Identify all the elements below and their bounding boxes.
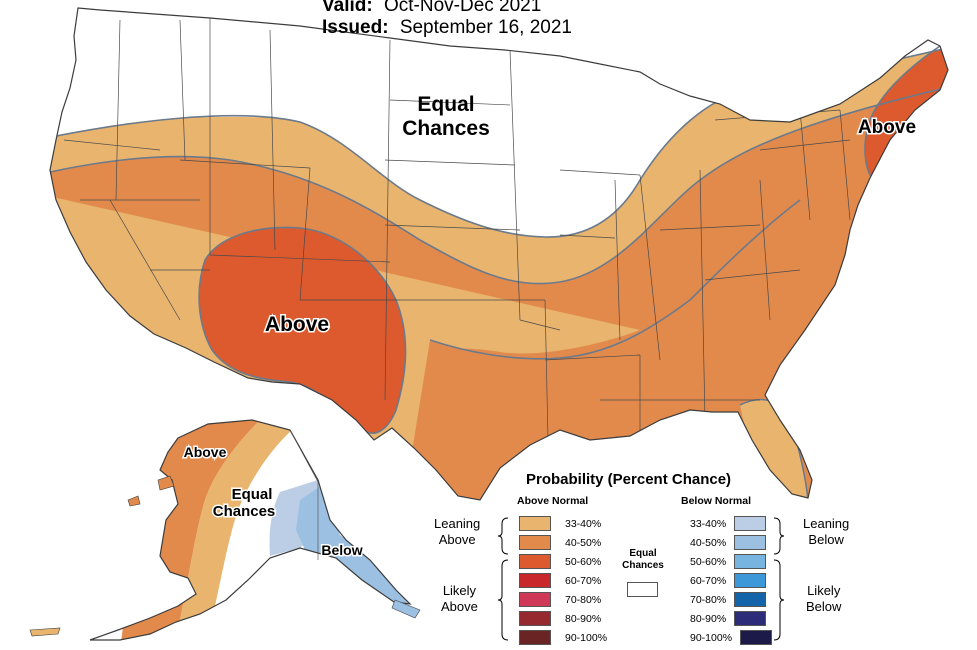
above-normal-header: Above Normal: [517, 495, 589, 507]
above-legend-row: 90-100%: [519, 630, 607, 645]
leaning-below-line1: Leaning: [803, 516, 850, 531]
below-swatch: [734, 611, 767, 626]
below-legend-row: 80-90%: [690, 611, 767, 626]
likely-below-label: Likely Below: [806, 583, 841, 615]
above-swatch-label: 70-80%: [565, 593, 602, 606]
below-swatch-label: 80-90%: [690, 612, 727, 625]
below-swatch-label: 33-40%: [690, 517, 727, 530]
above-swatch: [519, 554, 551, 569]
below-swatch: [734, 516, 767, 531]
map-labels: Equal Chances Above Above Above Equal Ch…: [182, 93, 917, 560]
valid-label: Valid:: [322, 0, 373, 16]
below-legend-row: 60-70%: [690, 573, 767, 588]
above-swatch: [519, 611, 551, 626]
above-swatch: [519, 630, 551, 645]
below-swatch: [734, 535, 767, 550]
leaning-above-label: Leaning Above: [434, 516, 480, 548]
below-swatch: [734, 573, 767, 588]
likely-below-line2: Below: [806, 599, 842, 614]
above-swatch: [519, 592, 551, 607]
below-swatch-label: 70-80%: [690, 593, 727, 606]
southwest-above-label: Above: [265, 313, 329, 336]
above-swatch-label: 60-70%: [565, 574, 602, 587]
above-swatch-label: 80-90%: [565, 612, 602, 625]
above-legend-row: 70-80%: [519, 592, 601, 607]
above-legend-row: 50-60%: [519, 554, 601, 569]
valid-value: Oct-Nov-Dec 2021: [383, 0, 542, 16]
below-legend-row: 70-80%: [690, 592, 767, 607]
lean-above-south-tongue: [740, 399, 808, 500]
valid-line: Valid: Oct-Nov-Dec 2021: [322, 0, 541, 17]
likely-above-line1: Likely: [442, 583, 477, 598]
above-swatch-label: 40-50%: [565, 536, 602, 549]
alaska-lean-above: [180, 420, 292, 620]
equal-chances-line1: Equal: [629, 548, 657, 559]
leaning-below-label: Leaning Below: [803, 516, 849, 548]
likely-below-line1: Likely: [807, 583, 841, 598]
above-swatch: [519, 516, 551, 531]
leaning-below-line2: Below: [808, 532, 844, 547]
issued-value: September 16, 2021: [399, 17, 572, 38]
above-legend-row: 60-70%: [519, 573, 601, 588]
equal-chances-line2: Chances: [622, 560, 664, 571]
equal-chances-legend-label: Equal Chances: [615, 548, 671, 572]
legend-title: Probability (Percent Chance): [526, 471, 732, 488]
likely-above-line2: Above: [441, 599, 478, 614]
above-swatch: [519, 535, 551, 550]
alaska-below-label: Below: [321, 542, 362, 558]
northeast-above-label: Above: [858, 117, 916, 138]
below-swatch-label: 40-50%: [690, 536, 727, 549]
alaska-above-label: Above: [184, 444, 227, 460]
above-swatch-label: 90-100%: [565, 631, 608, 644]
below-swatch-label: 90-100%: [690, 631, 733, 644]
below-legend-row: 40-50%: [690, 535, 767, 550]
below-legend-row: 33-40%: [690, 516, 767, 531]
above-legend-row: 33-40%: [519, 516, 601, 531]
leaning-above-line1: Leaning: [434, 516, 481, 531]
above-swatch-label: 50-60%: [565, 555, 602, 568]
below-legend-row: 90-100%: [690, 630, 773, 645]
issued-line: Issued: September 16, 2021: [322, 17, 572, 39]
issued-label: Issued:: [322, 17, 389, 38]
alaska-equal-label-line2: Chances: [213, 503, 276, 520]
below-swatch-label: 60-70%: [690, 574, 727, 587]
alaska-below-40-50: [296, 485, 410, 604]
above-swatch: [519, 573, 551, 588]
legend-braces: [497, 517, 785, 641]
below-swatch: [740, 630, 773, 645]
likely-above-label: Likely Above: [441, 583, 478, 615]
leaning-above-line2: Above: [438, 532, 476, 547]
below-legend-row: 50-60%: [690, 554, 767, 569]
below-swatch: [734, 592, 767, 607]
above-legend-row: 40-50%: [519, 535, 601, 550]
above-legend-row: 80-90%: [519, 611, 601, 626]
conus-equal-label-line2: Chances: [402, 117, 490, 140]
above-swatch-label: 33-40%: [565, 517, 602, 530]
alaska-equal-label-line1: Equal: [232, 486, 273, 503]
below-normal-header: Below Normal: [681, 495, 752, 507]
below-swatch-label: 50-60%: [690, 555, 727, 568]
above-50-60-southwest: [199, 227, 406, 434]
conus-equal-label-line1: Equal: [417, 93, 474, 116]
equal-chances-swatch: [627, 582, 658, 597]
below-swatch: [734, 554, 767, 569]
